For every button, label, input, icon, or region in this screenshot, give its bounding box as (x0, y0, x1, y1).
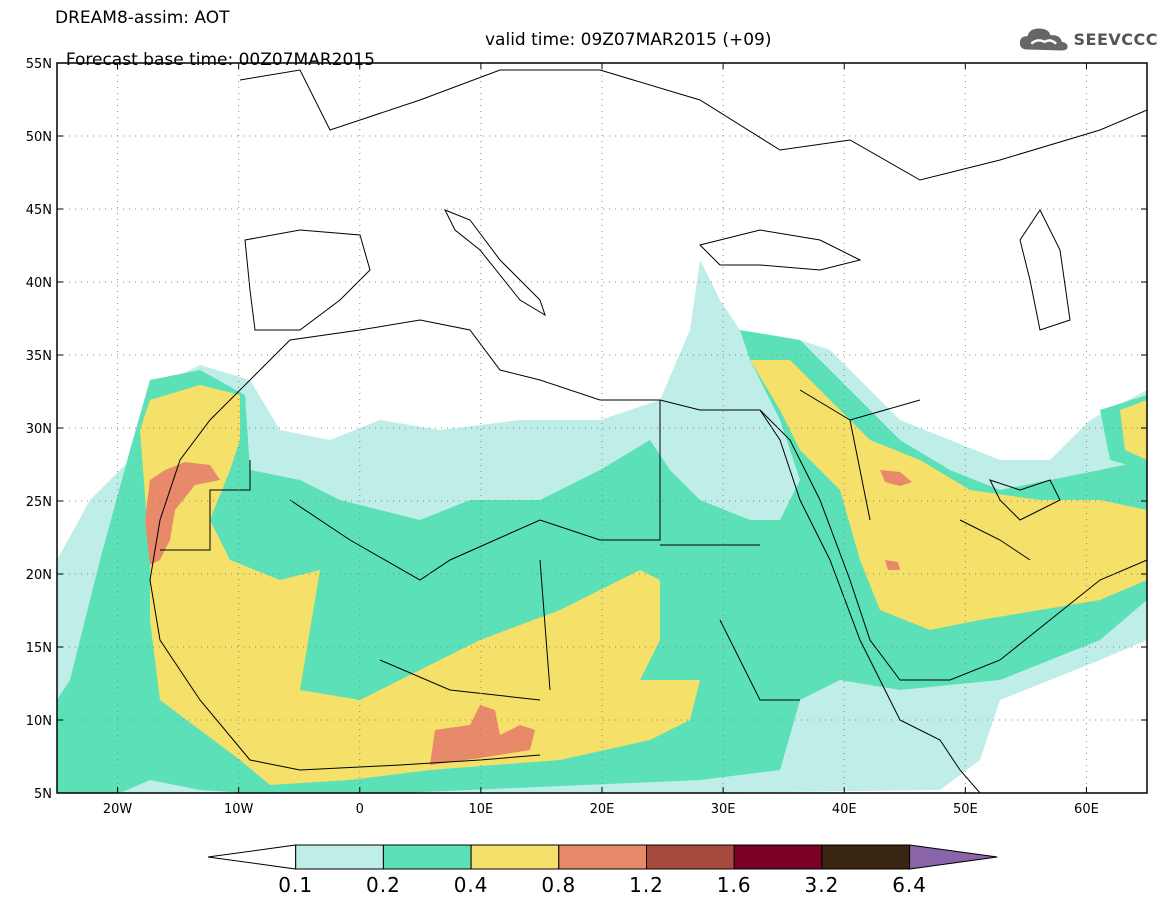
lat-tick-label: 40N (26, 276, 52, 291)
colorbar-level-label: 0.4 (453, 873, 489, 897)
lon-tick-label: 40E (832, 802, 857, 817)
lat-tick-label: 25N (26, 495, 52, 510)
aot-contour-0.4-gulf (1120, 400, 1147, 460)
lon-tick-label: 10W (224, 802, 254, 817)
seevccc-logo: SEEVCCC (1018, 22, 1158, 56)
aot-contour-0.8-saudi2 (885, 560, 900, 570)
border-lines (160, 389, 1031, 701)
coastlines-and-borders (149, 69, 1147, 793)
colorbar-segment (470, 844, 560, 870)
coastline-caspian (1019, 209, 1071, 331)
aot-contour-0.8-saudi (880, 470, 912, 486)
coastline-europe (239, 69, 1147, 181)
base-time: Forecast base time: 00Z07MAR2015 (65, 50, 375, 70)
lat-tick-label: 20N (26, 568, 52, 583)
lat-tick-label: 5N (34, 787, 52, 802)
lat-tick-label: 45N (26, 203, 52, 218)
colorbar-level-label: 3.2 (804, 873, 840, 897)
coastline-iberia (244, 229, 371, 331)
lon-tick-label: 20E (590, 802, 615, 817)
colorbar-segment (733, 844, 823, 870)
map-subtitle: Forecast base time: 00Z07MAR2015 valid ti… (55, 30, 772, 70)
colorbar-segment (382, 844, 472, 870)
colorbar-min-arrow (207, 844, 297, 870)
colorbar-segment (558, 844, 647, 870)
coastline-west-africa (149, 379, 541, 771)
aot-contour-0.8-morocco (145, 462, 220, 565)
coastline-black-sea (699, 229, 862, 271)
coastline-persian-gulf (989, 479, 1061, 521)
colorbar (207, 844, 998, 870)
colorbar-segment (821, 844, 911, 870)
colorbar-level-label: 1.6 (716, 873, 752, 897)
axis-ticks: 5N 10N 15N 20N 25N 30N 35N 40N 45N 50N 55N 20W 10W 0 1… (26, 57, 1147, 817)
aot-contour-0.4-west (140, 385, 700, 785)
lon-tick-label: 30E (711, 802, 736, 817)
lon-tick-label: 50E (953, 802, 978, 817)
valid-time: valid time: 09Z07MAR2015 (+09) (485, 30, 772, 50)
lon-tick-label: 0 (356, 802, 364, 817)
lon-tick-label: 20W (103, 802, 133, 817)
colorbar-segment (295, 844, 384, 870)
colorbar-level-label: 0.8 (541, 873, 577, 897)
map-title: DREAM8-assim: AOT (55, 8, 230, 28)
lon-tick-label: 10E (469, 802, 494, 817)
coastline-arabia (759, 409, 1147, 681)
colorbar-max-arrow (909, 844, 998, 870)
aot-contour-0.8-nigeria (430, 705, 535, 765)
colorbar-level-label: 0.1 (278, 873, 314, 897)
logo-text: SEEVCCC (1073, 29, 1158, 49)
lat-tick-label: 30N (26, 422, 52, 437)
colorbar-level-label: 6.4 (892, 873, 927, 897)
lat-tick-label: 55N (26, 57, 52, 72)
lat-tick-label: 35N (26, 349, 52, 364)
colorbar-level-label: 1.2 (629, 873, 664, 897)
cloud-icon (1019, 28, 1068, 51)
lat-tick-label: 50N (26, 130, 52, 145)
lat-tick-label: 15N (26, 641, 52, 656)
colorbar-level-label: 0.2 (365, 873, 401, 897)
lon-tick-label: 60E (1074, 802, 1099, 817)
colorbar-segment (646, 844, 735, 870)
lat-tick-label: 10N (26, 714, 52, 729)
coastline-east-africa (879, 679, 981, 793)
coastline-italy (443, 209, 546, 317)
coastline-north-africa (249, 319, 881, 681)
